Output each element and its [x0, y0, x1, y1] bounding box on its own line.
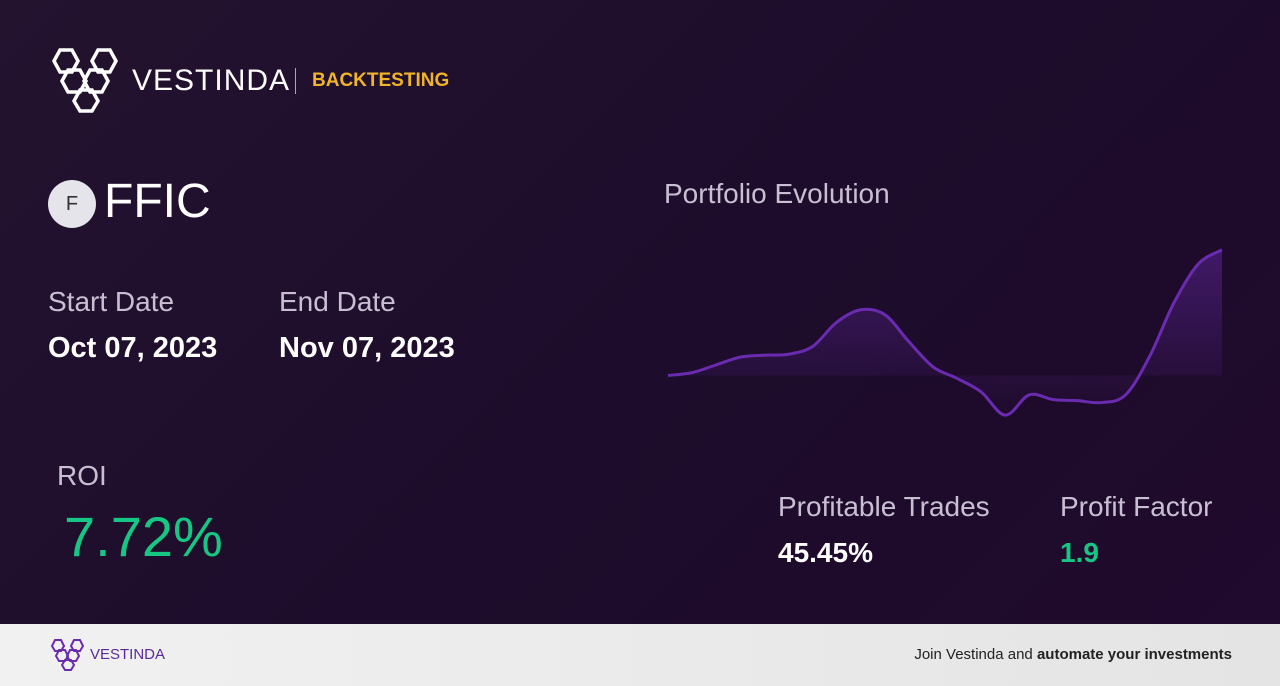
brand: VESTINDA [132, 64, 291, 97]
footer-brand: VESTINDA [90, 646, 166, 663]
cta-bold: automate your investments [1036, 646, 1232, 663]
divider [295, 68, 296, 94]
ticker: FFIC [104, 175, 211, 228]
footer-cta: Join Vestinda and automate your investme… [914, 646, 1232, 663]
start-label: Start Date [48, 286, 175, 317]
end-value: Nov 07, 2023 [279, 332, 455, 364]
end-label: End Date [279, 286, 396, 317]
logo [52, 48, 118, 113]
profitable-value: 45.45% [778, 537, 873, 568]
section: BACKTESTING [312, 70, 450, 91]
roi-label: ROI [57, 460, 107, 491]
area-fill [668, 249, 1222, 416]
profitable-label: Profitable Trades [778, 491, 990, 522]
asset-icon: F [48, 180, 96, 228]
start-value: Oct 07, 2023 [48, 332, 218, 364]
factor-label: Profit Factor [1060, 491, 1213, 522]
footer: VESTINDA Join Vestinda and automate your… [0, 624, 1280, 686]
chart-title: Portfolio Evolution [664, 178, 890, 209]
footer-logo [50, 639, 85, 671]
cta-prefix: Join Vestinda and [914, 646, 1033, 663]
portfolio-line [667, 248, 1223, 417]
factor-value: 1.9 [1060, 537, 1099, 568]
roi-value: 7.72% [64, 505, 223, 568]
